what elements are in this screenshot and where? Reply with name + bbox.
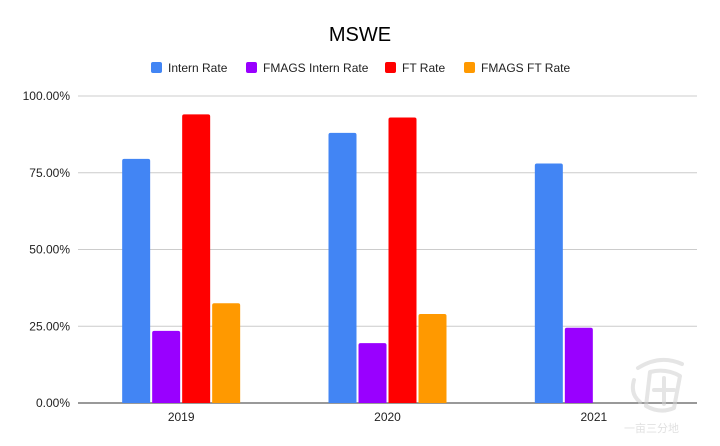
x-tick-label: 2021	[580, 410, 607, 424]
legend-item: FMAGS FT Rate	[464, 61, 570, 75]
watermark: 一亩三分地	[624, 357, 684, 435]
bar-fmags-intern-rate-2021	[564, 327, 593, 403]
bar-intern-rate-2019	[122, 158, 151, 403]
bar-fmags-intern-rate-2019	[152, 330, 181, 403]
y-axis: 0.00% 25.00% 50.00% 75.00% 100.00%	[23, 89, 71, 410]
legend-swatch	[464, 62, 475, 73]
bar-ft-rate-2019	[182, 114, 211, 404]
bar-fmags-intern-rate-2020	[358, 343, 387, 403]
legend-label: FMAGS FT Rate	[481, 61, 570, 75]
y-tick-label: 25.00%	[29, 319, 70, 333]
y-tick-label: 0.00%	[36, 396, 70, 410]
legend-item: FT Rate	[385, 61, 445, 75]
y-tick-label: 100.00%	[23, 89, 71, 103]
x-axis: 2019 2020 2021	[168, 410, 608, 424]
legend-item: Intern Rate	[151, 61, 228, 75]
legend-label: FMAGS Intern Rate	[263, 61, 369, 75]
bar-fmags-ft-rate-2020	[418, 313, 447, 403]
legend-label: FT Rate	[402, 61, 445, 75]
bar-intern-rate-2021	[534, 163, 563, 403]
chart-title: MSWE	[329, 24, 391, 46]
y-tick-label: 75.00%	[29, 166, 70, 180]
legend-swatch	[151, 62, 162, 73]
y-tick-label: 50.00%	[29, 243, 70, 257]
bars	[122, 114, 593, 404]
gridlines	[78, 95, 697, 404]
bar-fmags-ft-rate-2019	[212, 303, 241, 403]
legend: Intern Rate FMAGS Intern Rate FT Rate FMAGS…	[151, 61, 570, 75]
legend-item: FMAGS Intern Rate	[246, 61, 369, 75]
x-tick-label: 2020	[374, 410, 401, 424]
legend-swatch	[246, 62, 257, 73]
bar-ft-rate-2020	[388, 117, 417, 404]
legend-swatch	[385, 62, 396, 73]
watermark-logo-icon	[630, 357, 684, 413]
x-tick-label: 2019	[168, 410, 195, 424]
legend-label: Intern Rate	[168, 61, 228, 75]
bar-intern-rate-2020	[328, 132, 357, 403]
watermark-text: 一亩三分地	[624, 421, 679, 435]
